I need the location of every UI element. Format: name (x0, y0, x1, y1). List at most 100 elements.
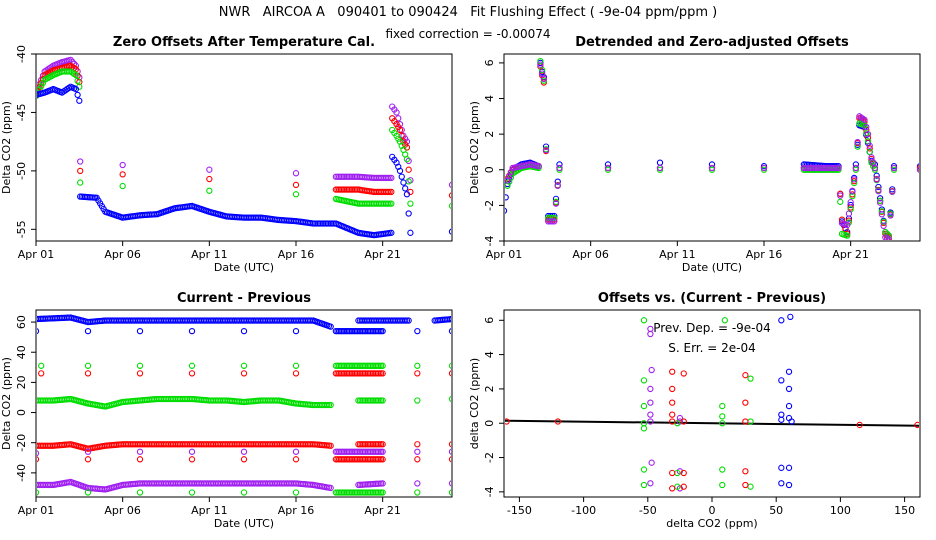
data-point (640, 317, 648, 324)
data-point (778, 464, 785, 471)
data-point (136, 489, 144, 496)
data-point (875, 187, 882, 195)
data-point (785, 385, 793, 393)
data-point (396, 167, 404, 175)
data-point (871, 164, 879, 172)
data-point (852, 164, 860, 172)
data-point (77, 158, 84, 165)
data-point (887, 210, 894, 217)
data-point (647, 411, 654, 418)
data-point (74, 77, 81, 85)
data-point (656, 166, 664, 173)
data-point (878, 211, 886, 218)
x-tick-label: -150 (507, 504, 532, 517)
x-tick-label: Apr 16 (278, 248, 315, 261)
data-point (405, 317, 412, 324)
x-tick-label: -50 (639, 504, 657, 517)
data-point (414, 456, 421, 463)
data-point (647, 480, 654, 487)
y-tick-label: -50 (15, 162, 28, 180)
data-point (39, 79, 47, 87)
y-tick-label: 4 (483, 95, 496, 102)
data-point (206, 187, 213, 194)
data-point (837, 190, 844, 197)
data-point (882, 234, 889, 240)
data-point (84, 370, 92, 377)
plot-frame (503, 53, 921, 242)
data-point (708, 166, 716, 173)
data-point (379, 362, 386, 369)
data-point (742, 418, 749, 425)
data-point (206, 166, 213, 173)
data-point (880, 222, 887, 230)
data-point (547, 218, 554, 225)
data-point (292, 181, 300, 189)
data-point (787, 313, 794, 321)
data-point (84, 327, 92, 335)
data-point (405, 157, 412, 165)
x-tick-label: Apr 11 (191, 504, 228, 517)
data-point (878, 208, 886, 215)
data-point (640, 402, 648, 410)
data-point (778, 377, 785, 384)
y-tick-label: 60 (15, 315, 28, 329)
data-point (876, 195, 884, 202)
data-point (136, 456, 144, 463)
data-point (448, 202, 451, 209)
data-point (537, 59, 544, 67)
data-point (647, 325, 654, 333)
data-point (292, 170, 300, 177)
series-green-low (37, 489, 451, 496)
data-point (742, 481, 749, 489)
x-tick-label: Apr 06 (572, 248, 609, 261)
data-point (680, 483, 687, 490)
data-point (778, 480, 785, 487)
y-tick-label: 6 (483, 59, 496, 66)
data-point (240, 362, 248, 369)
data-point (400, 179, 407, 186)
data-point (647, 399, 654, 406)
data-point (37, 328, 40, 335)
series-red-ext (505, 418, 919, 429)
data-point (680, 469, 687, 477)
data-point (889, 186, 896, 193)
data-point (414, 480, 421, 487)
data-point (74, 91, 81, 99)
data-point (719, 413, 726, 420)
data-point (136, 362, 144, 369)
series-red (505, 63, 919, 240)
data-point (875, 183, 882, 191)
data-point (876, 197, 884, 205)
data-point (708, 164, 716, 172)
data-point (379, 456, 386, 463)
data-point (38, 83, 45, 90)
data-point (448, 489, 451, 496)
data-point (554, 178, 561, 185)
data-point (540, 75, 548, 83)
x-tick-label: Apr 21 (364, 248, 401, 261)
data-point (379, 448, 386, 455)
data-point (414, 448, 421, 455)
series-red-low (37, 456, 451, 463)
x-tick-label: 150 (894, 504, 915, 517)
data-point (835, 166, 842, 173)
data-point (448, 181, 451, 188)
data-point (395, 115, 402, 122)
x-tick-label: Apr 01 (486, 248, 523, 261)
y-tick-label: -2 (483, 452, 496, 463)
data-point (77, 179, 84, 186)
data-point (388, 188, 395, 196)
data-point (77, 167, 84, 175)
series-green (505, 57, 919, 239)
plot-frame (35, 53, 453, 242)
data-point (864, 130, 872, 138)
data-point (37, 450, 40, 457)
data-point (845, 210, 853, 217)
series-purple-low (37, 478, 451, 493)
y-tick-label: 2 (483, 131, 496, 138)
y-tick-label: -4 (483, 486, 496, 497)
chart-title: Offsets vs. (Current - Previous) (598, 291, 826, 306)
chart-title: Detrended and Zero-adjusted Offsets (575, 35, 849, 50)
data-point (188, 370, 196, 377)
data-point (837, 192, 844, 199)
